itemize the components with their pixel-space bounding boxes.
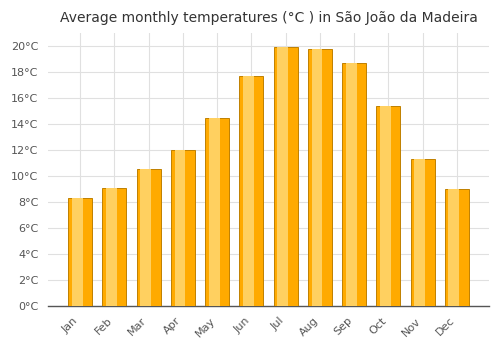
Bar — [209, 118, 220, 306]
Bar — [171, 150, 195, 306]
Bar — [140, 169, 151, 306]
Bar — [174, 150, 186, 306]
Bar — [68, 198, 92, 306]
Bar — [414, 159, 425, 306]
Bar — [106, 188, 117, 306]
Bar — [240, 76, 264, 306]
Bar — [205, 118, 229, 306]
Bar — [448, 189, 460, 306]
Bar — [102, 188, 126, 306]
Bar — [376, 106, 400, 306]
Bar — [72, 198, 83, 306]
Bar — [136, 169, 160, 306]
Bar — [410, 159, 434, 306]
Bar — [312, 49, 322, 306]
Bar — [342, 63, 366, 306]
Title: Average monthly temperatures (°C ) in São João da Madeira: Average monthly temperatures (°C ) in Sã… — [60, 11, 478, 25]
Bar — [380, 106, 391, 306]
Bar — [274, 48, 297, 306]
Bar — [445, 189, 469, 306]
Bar — [243, 76, 254, 306]
Bar — [308, 49, 332, 306]
Bar — [346, 63, 356, 306]
Bar — [278, 48, 288, 306]
